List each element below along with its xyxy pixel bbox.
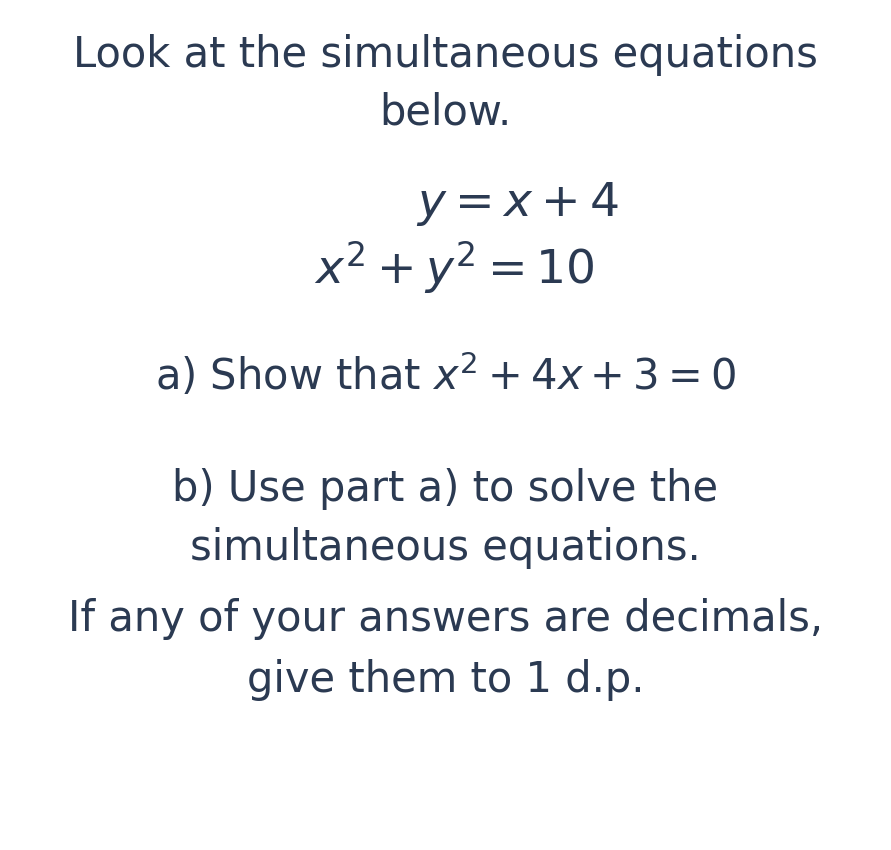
Text: give them to 1 d.p.: give them to 1 d.p. [247,659,644,701]
Text: $y = x + 4$: $y = x + 4$ [415,180,618,228]
Text: If any of your answers are decimals,: If any of your answers are decimals, [68,598,823,640]
Text: below.: below. [380,91,511,133]
Text: Look at the simultaneous equations: Look at the simultaneous equations [73,34,818,76]
Text: $x^2 + y^2 = 10$: $x^2 + y^2 = 10$ [314,239,595,297]
Text: b) Use part a) to solve the: b) Use part a) to solve the [173,468,718,510]
Text: a) Show that $x^2 + 4x + 3 = 0$: a) Show that $x^2 + 4x + 3 = 0$ [155,352,736,400]
Text: simultaneous equations.: simultaneous equations. [190,527,701,570]
